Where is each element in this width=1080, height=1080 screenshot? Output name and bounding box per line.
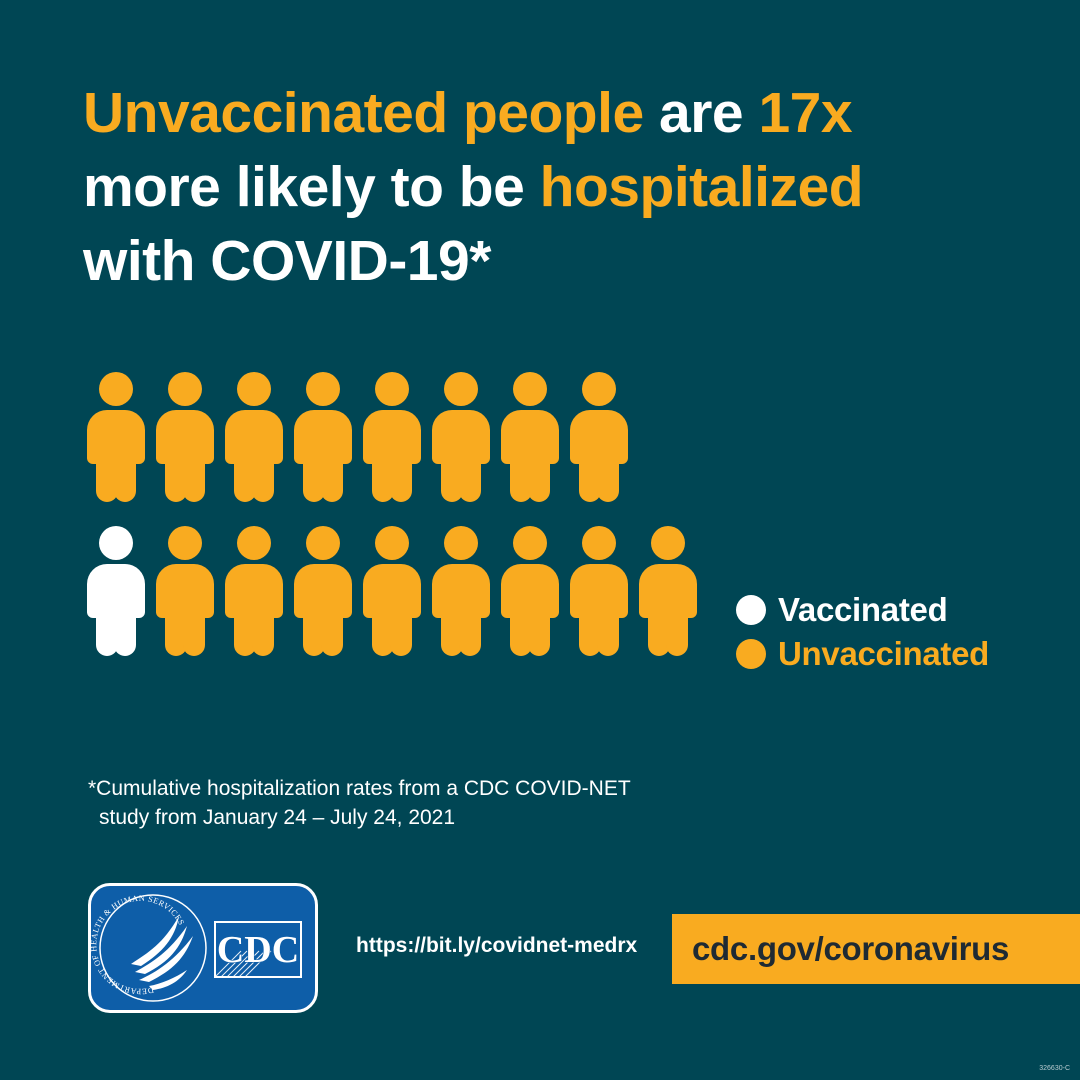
unvaccinated-person-icon: [156, 526, 214, 686]
headline-17x: 17x: [758, 81, 853, 145]
headline-unvaccinated-people: Unvaccinated people: [83, 81, 644, 145]
person-leg: [372, 452, 394, 502]
footnote-line-1: *Cumulative hospitalization rates from a…: [88, 777, 631, 800]
person-leg: [510, 606, 532, 656]
person-head: [237, 526, 271, 560]
person-head: [99, 372, 133, 406]
person-head: [582, 526, 616, 560]
headline-line-2: more likely to be hospitalized: [83, 150, 983, 224]
cdc-wordmark: CDC: [217, 929, 299, 971]
person-head: [237, 372, 271, 406]
unvaccinated-person-icon: [432, 372, 490, 532]
person-leg: [183, 606, 205, 656]
person-head: [513, 372, 547, 406]
hhs-cdc-logo: DEPARTMENT OF HEALTH & HUMAN SERVICES·US…: [88, 883, 318, 1013]
legend-label-unvaccinated: Unvaccinated: [778, 635, 989, 672]
cdc-coronavirus-link[interactable]: cdc.gov/coronavirus: [692, 930, 1010, 967]
headline: Unvaccinated people are 17x more likely …: [83, 76, 983, 298]
person-leg: [528, 452, 550, 502]
unvaccinated-person-icon: [501, 372, 559, 532]
person-head: [651, 526, 685, 560]
headline-line-3: with COVID-19*: [83, 224, 983, 298]
person-leg: [597, 452, 619, 502]
legend-label-vaccinated: Vaccinated: [778, 591, 948, 628]
person-leg: [183, 452, 205, 502]
person-leg: [441, 452, 463, 502]
unvaccinated-person-icon: [294, 372, 352, 532]
unvaccinated-dot-icon: [736, 639, 766, 669]
headline-line-1: Unvaccinated people are 17x: [83, 76, 983, 150]
hhs-eagle-icon: DEPARTMENT OF HEALTH & HUMAN SERVICES·US…: [91, 886, 302, 1002]
person-leg: [96, 606, 118, 656]
covidnet-link[interactable]: https://bit.ly/covidnet-medrx: [356, 934, 638, 957]
headline-hospitalized: hospitalized: [539, 155, 864, 219]
legend-item-vaccinated: Vaccinated: [736, 588, 989, 632]
unvaccinated-person-icon: [363, 526, 421, 686]
legend-item-unvaccinated: Unvaccinated: [736, 632, 989, 676]
person-leg: [303, 606, 325, 656]
footnote: *Cumulative hospitalization rates from a…: [88, 774, 708, 832]
person-leg: [321, 452, 343, 502]
person-head: [306, 526, 340, 560]
document-code: 326630-C: [1039, 1065, 1070, 1072]
headline-with-covid: with COVID-19*: [83, 229, 491, 293]
vaccinated-person-icon: [87, 526, 145, 686]
person-head: [444, 526, 478, 560]
cdc-coronavirus-banner[interactable]: cdc.gov/coronavirus: [672, 914, 1080, 984]
person-leg: [114, 606, 136, 656]
person-head: [306, 372, 340, 406]
person-leg: [666, 606, 688, 656]
legend: Vaccinated Unvaccinated: [736, 588, 989, 676]
unvaccinated-person-icon: [639, 526, 697, 686]
person-leg: [303, 452, 325, 502]
person-leg: [459, 452, 481, 502]
person-leg: [96, 452, 118, 502]
person-head: [168, 372, 202, 406]
person-leg: [234, 452, 256, 502]
person-head: [582, 372, 616, 406]
person-leg: [165, 606, 187, 656]
unvaccinated-person-icon: [570, 526, 628, 686]
people-pictograph: [87, 372, 697, 686]
vaccinated-dot-icon: [736, 595, 766, 625]
unvaccinated-person-icon: [87, 372, 145, 532]
person-leg: [441, 606, 463, 656]
person-leg: [252, 606, 274, 656]
person-head: [513, 526, 547, 560]
headline-are: are: [643, 81, 759, 145]
person-leg: [372, 606, 394, 656]
person-leg: [390, 452, 412, 502]
unvaccinated-person-icon: [225, 372, 283, 532]
person-leg: [234, 606, 256, 656]
footnote-line-2: study from January 24 – July 24, 2021: [99, 806, 456, 829]
person-head: [375, 526, 409, 560]
person-leg: [114, 452, 136, 502]
headline-more-likely: more likely to be: [83, 155, 540, 219]
person-leg: [528, 606, 550, 656]
unvaccinated-person-icon: [501, 526, 559, 686]
person-leg: [579, 606, 601, 656]
unvaccinated-person-icon: [225, 526, 283, 686]
unvaccinated-person-icon: [570, 372, 628, 532]
person-leg: [597, 606, 619, 656]
person-leg: [648, 606, 670, 656]
person-head: [444, 372, 478, 406]
person-head: [99, 526, 133, 560]
person-leg: [390, 606, 412, 656]
unvaccinated-person-icon: [156, 372, 214, 532]
person-leg: [459, 606, 481, 656]
person-leg: [579, 452, 601, 502]
person-leg: [165, 452, 187, 502]
person-head: [168, 526, 202, 560]
person-leg: [321, 606, 343, 656]
unvaccinated-person-icon: [363, 372, 421, 532]
person-leg: [510, 452, 532, 502]
unvaccinated-person-icon: [432, 526, 490, 686]
person-leg: [252, 452, 274, 502]
unvaccinated-person-icon: [294, 526, 352, 686]
person-head: [375, 372, 409, 406]
